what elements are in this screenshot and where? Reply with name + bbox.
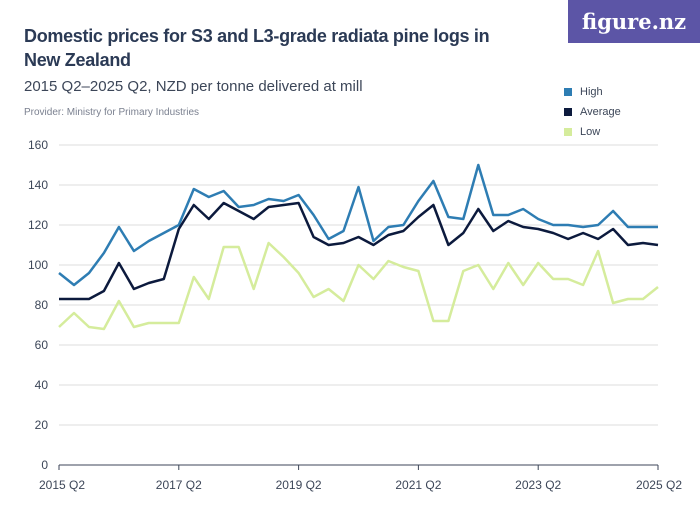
x-tick-label: 2021 Q2 <box>395 478 441 492</box>
series-line-average <box>59 201 659 301</box>
legend-item-low: Low <box>564 122 621 142</box>
y-tick-label: 60 <box>35 338 49 352</box>
legend-swatch-low <box>564 128 572 136</box>
series-line-low <box>58 241 659 331</box>
y-tick-label: 100 <box>28 258 48 272</box>
legend-item-high: High <box>564 82 621 102</box>
y-tick-label: 160 <box>28 138 48 152</box>
legend-label-low: Low <box>580 126 601 138</box>
x-tick-label: 2023 Q2 <box>515 478 561 492</box>
x-tick-label: 2025 Q2 <box>636 478 682 492</box>
chart-title: Domestic prices for S3 and L3-grade radi… <box>24 26 490 70</box>
y-tick-label: 80 <box>35 298 49 312</box>
legend: High Average Low <box>564 82 621 142</box>
provider-text: Provider: Ministry for Primary Industrie… <box>24 107 200 118</box>
x-tick-label: 2015 Q2 <box>39 478 85 492</box>
y-tick-label: 20 <box>35 418 49 432</box>
y-tick-label: 40 <box>35 378 49 392</box>
x-tick-label: 2017 Q2 <box>156 478 202 492</box>
y-tick-label: 120 <box>28 218 48 232</box>
legend-swatch-high <box>564 88 572 96</box>
chart-subtitle: 2015 Q2–2025 Q2, NZD per tonne delivered… <box>24 78 363 95</box>
legend-item-average: Average <box>564 102 621 122</box>
legend-label-high: High <box>580 86 603 98</box>
y-tick-label: 140 <box>28 178 48 192</box>
series-line-high <box>58 163 658 287</box>
legend-label-average: Average <box>580 106 621 118</box>
figure-nz-logo[interactable]: figure.nz <box>568 0 700 43</box>
y-tick-label: 0 <box>41 458 48 472</box>
legend-swatch-average <box>564 108 572 116</box>
x-tick-label: 2019 Q2 <box>276 478 322 492</box>
